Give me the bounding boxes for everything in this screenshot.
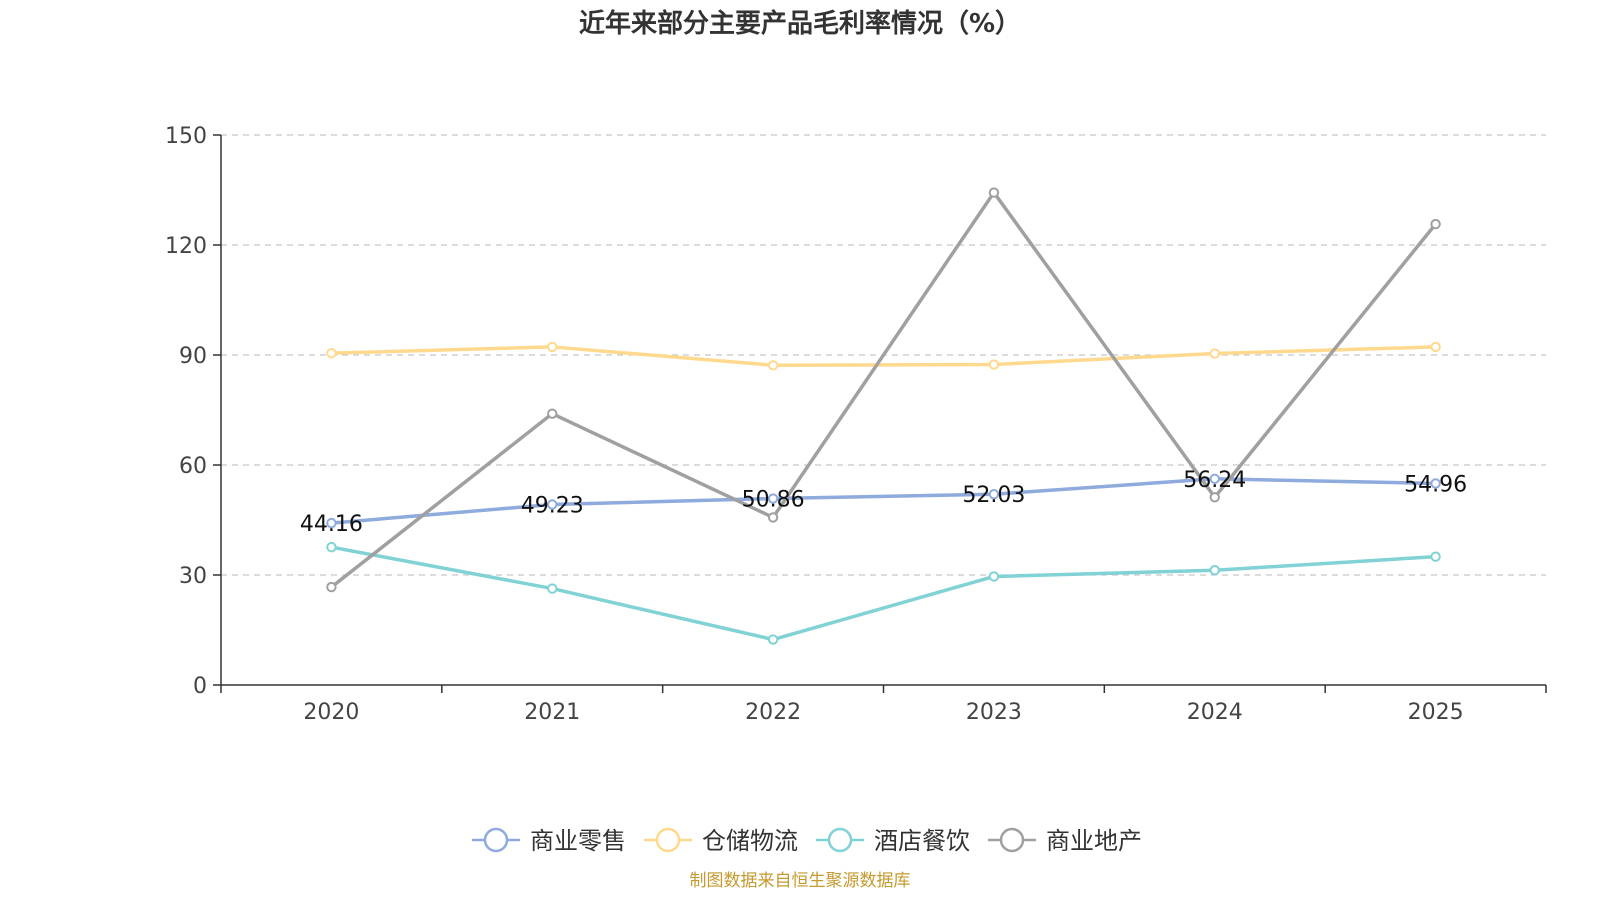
data-label: 54.96	[1404, 472, 1467, 497]
source-note: 制图数据来自恒生聚源数据库	[690, 871, 911, 891]
series-4	[326, 187, 1441, 593]
data-point	[1209, 565, 1220, 576]
series-2	[326, 341, 1441, 371]
data-point	[326, 581, 337, 593]
data-point	[1209, 492, 1220, 503]
data-point	[547, 583, 558, 594]
legend-marker	[483, 827, 509, 853]
data-point	[1430, 341, 1441, 353]
data-point	[988, 187, 1000, 198]
y-tick-label: 90	[179, 344, 207, 369]
data-point	[326, 541, 337, 553]
data-label: 56.24	[1183, 468, 1246, 493]
data-label-layer: 44.16 49.23 50.86 52.03 56.24 54.96	[300, 468, 1467, 537]
data-point	[1430, 218, 1441, 230]
data-point	[1209, 473, 1220, 484]
data-label: 44.16	[300, 512, 363, 537]
legend-label: 商业零售	[530, 827, 626, 855]
series-line	[331, 545, 1436, 642]
x-tick-label: 2020	[303, 700, 359, 725]
x-tick-label: 2022	[745, 700, 801, 725]
legend-item: 酒店餐饮	[816, 827, 970, 855]
chart-title: 近年来部分主要产品毛利率情况（%）	[579, 8, 1021, 39]
x-tick-label: 2021	[524, 700, 580, 725]
data-point	[1430, 478, 1441, 489]
data-label: 52.03	[962, 483, 1025, 508]
data-point	[1209, 348, 1220, 359]
y-tick-label: 60	[179, 454, 207, 479]
legend-item: 商业零售	[472, 827, 626, 855]
x-tick-label: 2024	[1187, 700, 1243, 725]
legend-marker	[827, 827, 853, 853]
series-layer	[326, 187, 1441, 645]
legend-marker	[655, 827, 681, 853]
axis-layer: 0 30 60 90 120 150 2020 2021 2022 2023 2024 2025	[165, 124, 1547, 725]
legend-item: 商业地产	[988, 827, 1142, 855]
data-label: 50.86	[742, 488, 805, 513]
data-point	[547, 341, 558, 353]
x-tick-label: 2025	[1408, 700, 1464, 725]
series-3	[326, 541, 1441, 645]
data-point	[1430, 551, 1441, 562]
data-point	[988, 571, 1000, 582]
data-point	[326, 347, 337, 359]
data-point	[547, 408, 558, 419]
legend-label: 仓储物流	[702, 827, 798, 855]
y-tick-label: 120	[165, 234, 207, 259]
data-label: 49.23	[521, 493, 584, 518]
series-line	[331, 477, 1436, 525]
x-tick-label: 2023	[966, 700, 1022, 725]
y-tick-label: 30	[179, 564, 207, 589]
series-line	[330, 190, 1437, 589]
data-point	[767, 360, 779, 371]
legend-item: 仓储物流	[644, 827, 798, 855]
data-point	[767, 512, 779, 523]
y-tick-label: 0	[193, 674, 207, 699]
legend: 商业零售 仓储物流 酒店餐饮 商业地产	[472, 827, 1142, 855]
legend-label: 商业地产	[1046, 827, 1142, 855]
data-point	[326, 517, 337, 529]
y-tick-label: 150	[165, 124, 207, 149]
series-line	[331, 345, 1436, 368]
data-point	[547, 499, 558, 510]
data-point	[988, 359, 1000, 370]
data-point	[767, 634, 779, 645]
series-1	[326, 473, 1441, 529]
legend-label: 酒店餐饮	[874, 827, 970, 855]
data-point	[767, 493, 779, 504]
legend-marker	[999, 827, 1025, 853]
data-point	[988, 489, 1000, 500]
